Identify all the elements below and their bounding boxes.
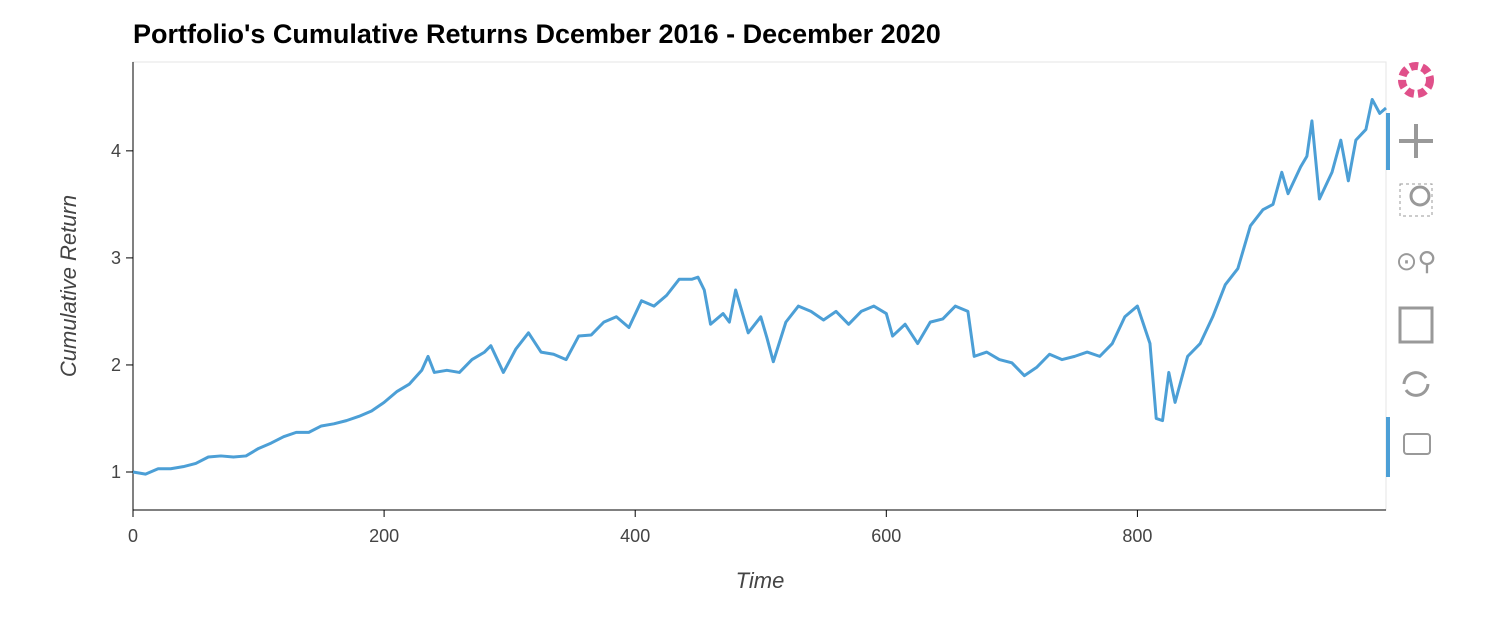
pan-tool[interactable] (1399, 124, 1433, 158)
x-tick-label: 400 (620, 526, 650, 546)
box-zoom-tool[interactable] (1399, 183, 1433, 217)
x-tick-label: 600 (871, 526, 901, 546)
reset-tool[interactable] (1402, 371, 1430, 397)
x-axis-label: Time (736, 568, 785, 593)
bokeh-logo[interactable] (1398, 62, 1434, 98)
hover-tool[interactable] (1403, 433, 1431, 455)
y-tick-label: 1 (111, 462, 121, 482)
toolbar-indicator (1386, 113, 1390, 170)
box-zoom-glass (1409, 185, 1431, 207)
x-tick-label: 800 (1122, 526, 1152, 546)
toolbar: ⊙⚲ (1386, 62, 1437, 477)
x-tick-label: 0 (128, 526, 138, 546)
save-tool[interactable] (1398, 306, 1434, 344)
toolbar-indicator (1386, 417, 1390, 477)
y-axis-label: Cumulative Return (56, 195, 81, 377)
y-tick-label: 2 (111, 355, 121, 375)
plot-frame (132, 61, 1387, 511)
chart-title: Portfolio's Cumulative Returns Dcember 2… (133, 19, 941, 49)
y-tick-label: 3 (111, 248, 121, 268)
y-tick-label: 4 (111, 141, 121, 161)
x-tick-label: 200 (369, 526, 399, 546)
wheel-zoom-tool[interactable]: ⊙⚲ (1396, 246, 1437, 276)
line-series (132, 97, 1387, 476)
